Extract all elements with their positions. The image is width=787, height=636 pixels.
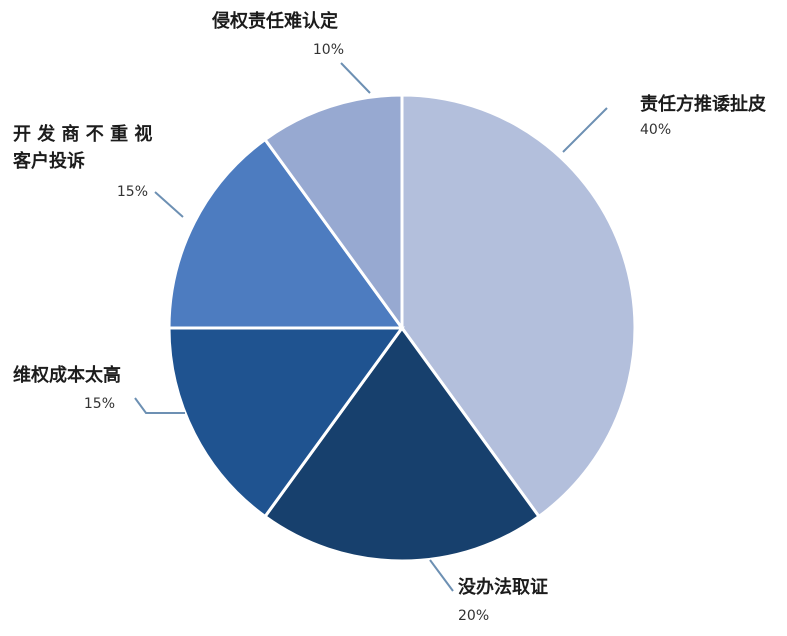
slice-category-label-2: 没办法取证 [458,576,548,598]
labels-layer: 责任方推诿扯皮 40% 没办法取证 20% 维权成本太高 15% 开 发 商 不 重 视客户… [13,10,766,624]
leader-lines-layer [134,62,608,592]
slice-category-line: 维权成本太高 [13,364,121,386]
slices-layer [167,93,637,563]
pie-slice-1 [400,93,637,519]
slice-percent-label-4: 15% [117,184,148,200]
leader-line-4 [154,191,184,218]
slice-percent-label-1: 40% [640,122,671,138]
slice-percent-label-3: 15% [84,396,115,412]
slice-category-line: 开 发 商 不 重 视 [13,123,152,145]
slice-category-label-3: 维权成本太高 [13,364,121,386]
leader-line-2 [429,559,454,592]
pie-slice-4 [167,137,405,330]
slice-category-label-5: 侵权责任难认定 [211,10,338,32]
leader-line-3 [134,397,185,414]
slice-percent-label-5: 10% [313,42,344,58]
slice-category-line: 没办法取证 [458,576,548,598]
pie-slice-5 [262,93,404,333]
leader-line-1 [562,107,608,153]
slice-category-line: 客户投诉 [13,150,85,172]
slice-category-label-1: 责任方推诿扯皮 [640,93,766,115]
slice-percent-label-2: 20% [458,608,489,624]
leader-line-5 [340,62,371,94]
pie-slice-2 [262,325,542,563]
pie-slice-3 [167,326,405,519]
slice-category-label-4: 开 发 商 不 重 视客户投诉 [13,123,152,172]
slice-category-line: 责任方推诿扯皮 [640,93,766,115]
slice-category-line: 侵权责任难认定 [211,10,338,32]
